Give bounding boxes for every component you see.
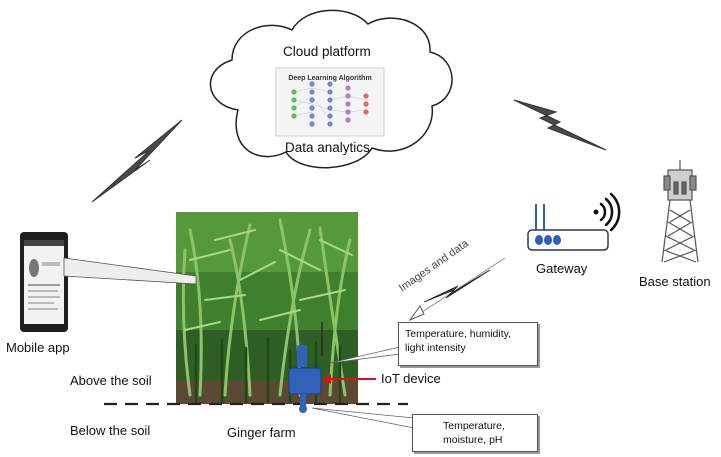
iot-pointer-arrow <box>322 374 376 384</box>
below-soil-label: Below the soil <box>70 423 151 438</box>
callout-below-text: Temperature, moisture, pH <box>443 420 505 446</box>
cell-tower-icon <box>661 160 699 263</box>
mobile-app-label: Mobile app <box>6 340 70 355</box>
callout-above-soil: Temperature, humidity, light intensity <box>398 322 538 366</box>
base-station-label: Base station <box>639 274 711 289</box>
algorithm-label: Deep Learning Algorithm <box>288 75 371 82</box>
above-soil-label: Above the soil <box>70 373 152 388</box>
neural-network-icon <box>275 67 385 137</box>
data-link-arrow <box>408 257 506 322</box>
cloud-platform-title: Cloud platform <box>283 44 371 59</box>
smartphone-icon <box>20 232 68 332</box>
images-and-data-label: Images and data <box>397 237 472 294</box>
data-analytics-label: Data analytics <box>285 140 370 155</box>
iot-device-label: IoT device <box>381 371 441 386</box>
zoom-callout <box>63 257 197 285</box>
gateway-label: Gateway <box>536 261 588 276</box>
ginger-farm-label: Ginger farm <box>227 425 296 440</box>
callout-below-soil: Temperature, moisture, pH <box>412 414 538 452</box>
wifi-router-icon <box>527 204 609 251</box>
ginger-farm-photo <box>176 212 358 404</box>
wifi-signal-icon <box>593 192 621 232</box>
iot-device-icon <box>288 322 323 413</box>
callout-leader-below <box>311 407 415 429</box>
lightning-bolt-icon <box>513 99 607 151</box>
lightning-bolt-icon <box>91 119 183 203</box>
callout-above-text: Temperature, humidity, light intensity <box>405 328 512 354</box>
